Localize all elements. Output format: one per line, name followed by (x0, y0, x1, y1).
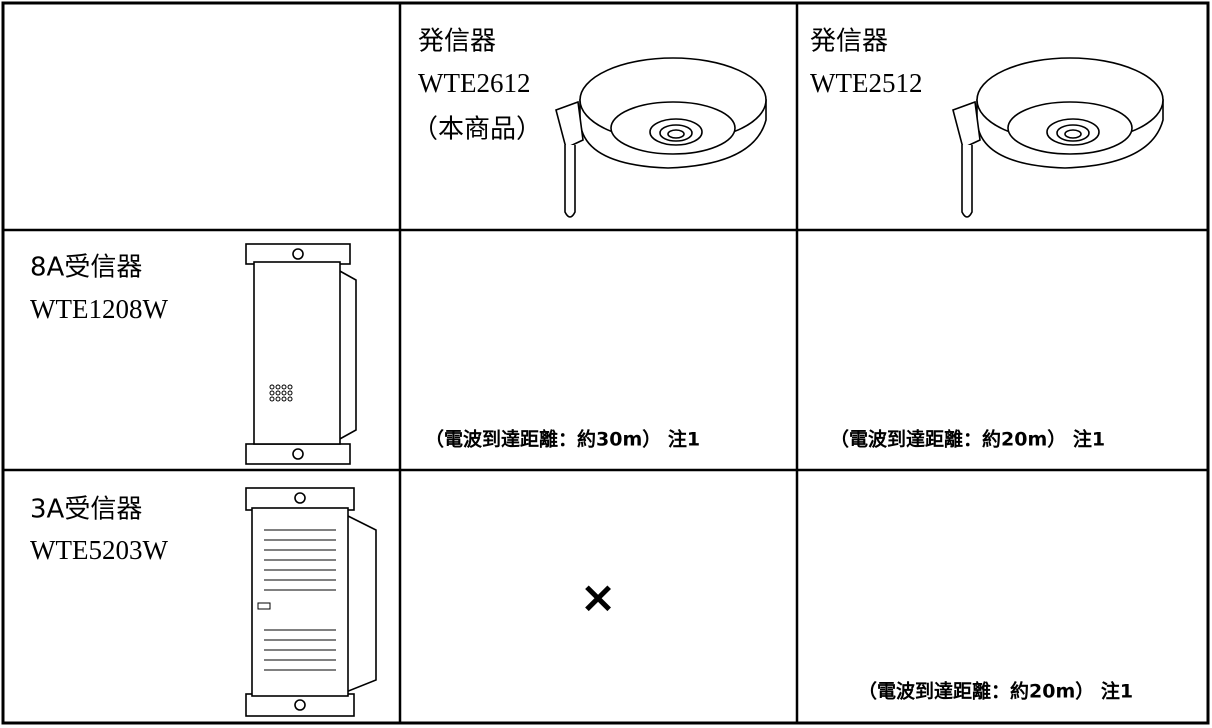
row-model: WTE5203W (30, 535, 168, 565)
header-model: WTE2612 (418, 68, 530, 98)
range-note: （電波到達距離：約20m） 注1 (830, 428, 1105, 451)
header-text: 発信器 (810, 27, 888, 57)
header-text: 発信器 (418, 27, 496, 57)
not-compatible-mark: × (580, 572, 617, 623)
receiver-illustration (245, 487, 377, 717)
transmitter-illustration (555, 57, 767, 218)
receiver-illustration (245, 243, 357, 465)
header-note: （本商品） (412, 115, 542, 145)
row-label: 3A受信器 (30, 495, 142, 525)
row-label: 8A受信器 (30, 253, 142, 283)
range-note: （電波到達距離：約30m） 注1 (425, 428, 700, 451)
transmitter-illustration (952, 57, 1164, 218)
row-model: WTE1208W (30, 294, 168, 324)
header-model: WTE2512 (810, 68, 922, 98)
range-note: （電波到達距離：約20m） 注1 (858, 680, 1133, 703)
